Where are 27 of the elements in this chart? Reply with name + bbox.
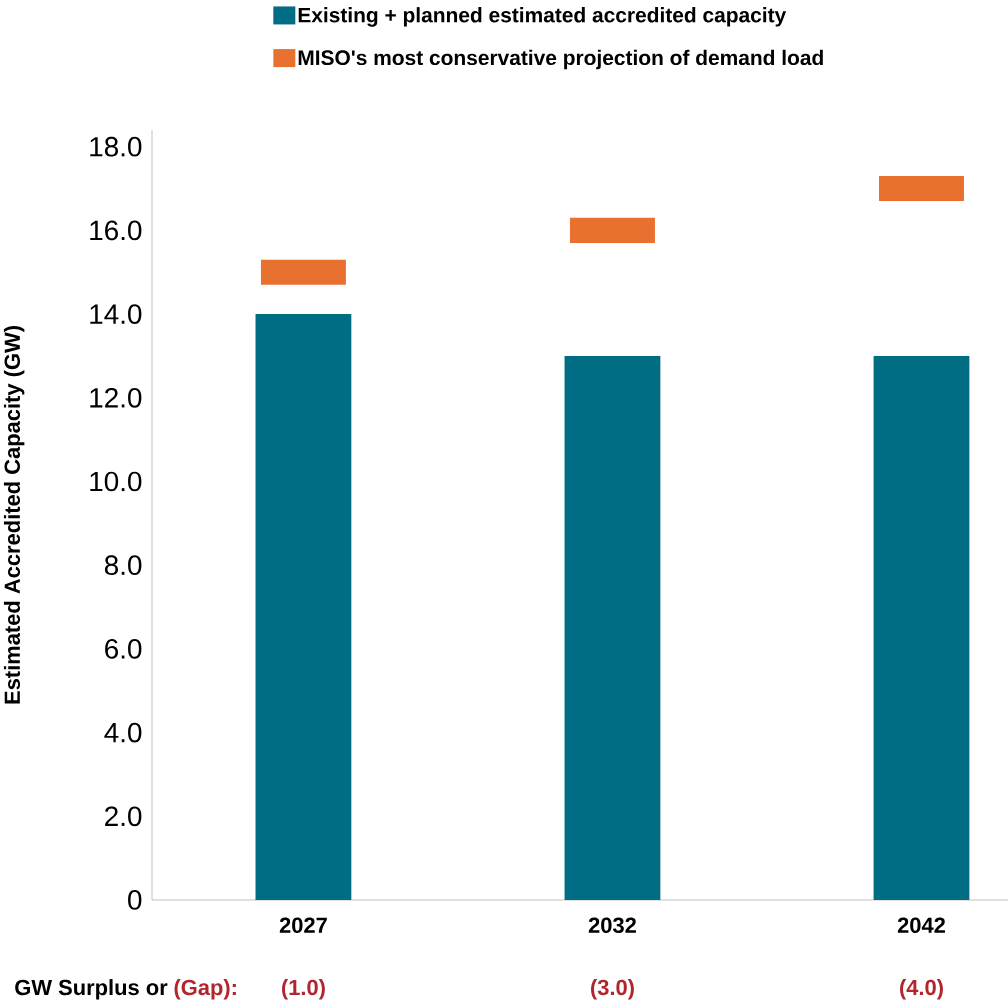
text: (1.0): [281, 979, 325, 1000]
y-tick-label: 4.0: [104, 722, 142, 743]
bar: [255, 314, 352, 900]
text: GW Surplus or: [15, 979, 168, 1000]
y-tick-label: 16.0: [90, 220, 142, 241]
text: (4.0): [900, 979, 943, 1000]
legend-label: MISO's most conservative projection of demand load: [298, 49, 823, 70]
x-tick-label: 2042: [897, 917, 945, 934]
legend-label: Existing + planned estimated accredited capacity: [298, 7, 787, 27]
y-tick-label: 10.0: [90, 471, 142, 492]
y-tick-label: 18.0: [90, 136, 142, 157]
x-tick-label: 2032: [588, 917, 636, 934]
y-tick-label: 6.0: [105, 639, 142, 659]
x-tick-label: 2027: [279, 917, 327, 934]
bar: [873, 355, 970, 900]
text: (3.0): [591, 979, 634, 1000]
y-tick-label: 12.0: [90, 387, 142, 408]
bar: [260, 259, 346, 285]
y-axis-title: Estimated Accredited Capacity (GW): [3, 326, 25, 704]
y-tick-label: 2.0: [105, 806, 142, 827]
text: (Gap):: [174, 979, 236, 1000]
y-tick-label: 8.0: [104, 555, 142, 576]
y-tick-label: 14.0: [90, 304, 142, 324]
bar: [564, 355, 661, 900]
bar: [569, 217, 655, 243]
bar: [879, 176, 964, 202]
y-tick-label: 0: [128, 890, 142, 910]
